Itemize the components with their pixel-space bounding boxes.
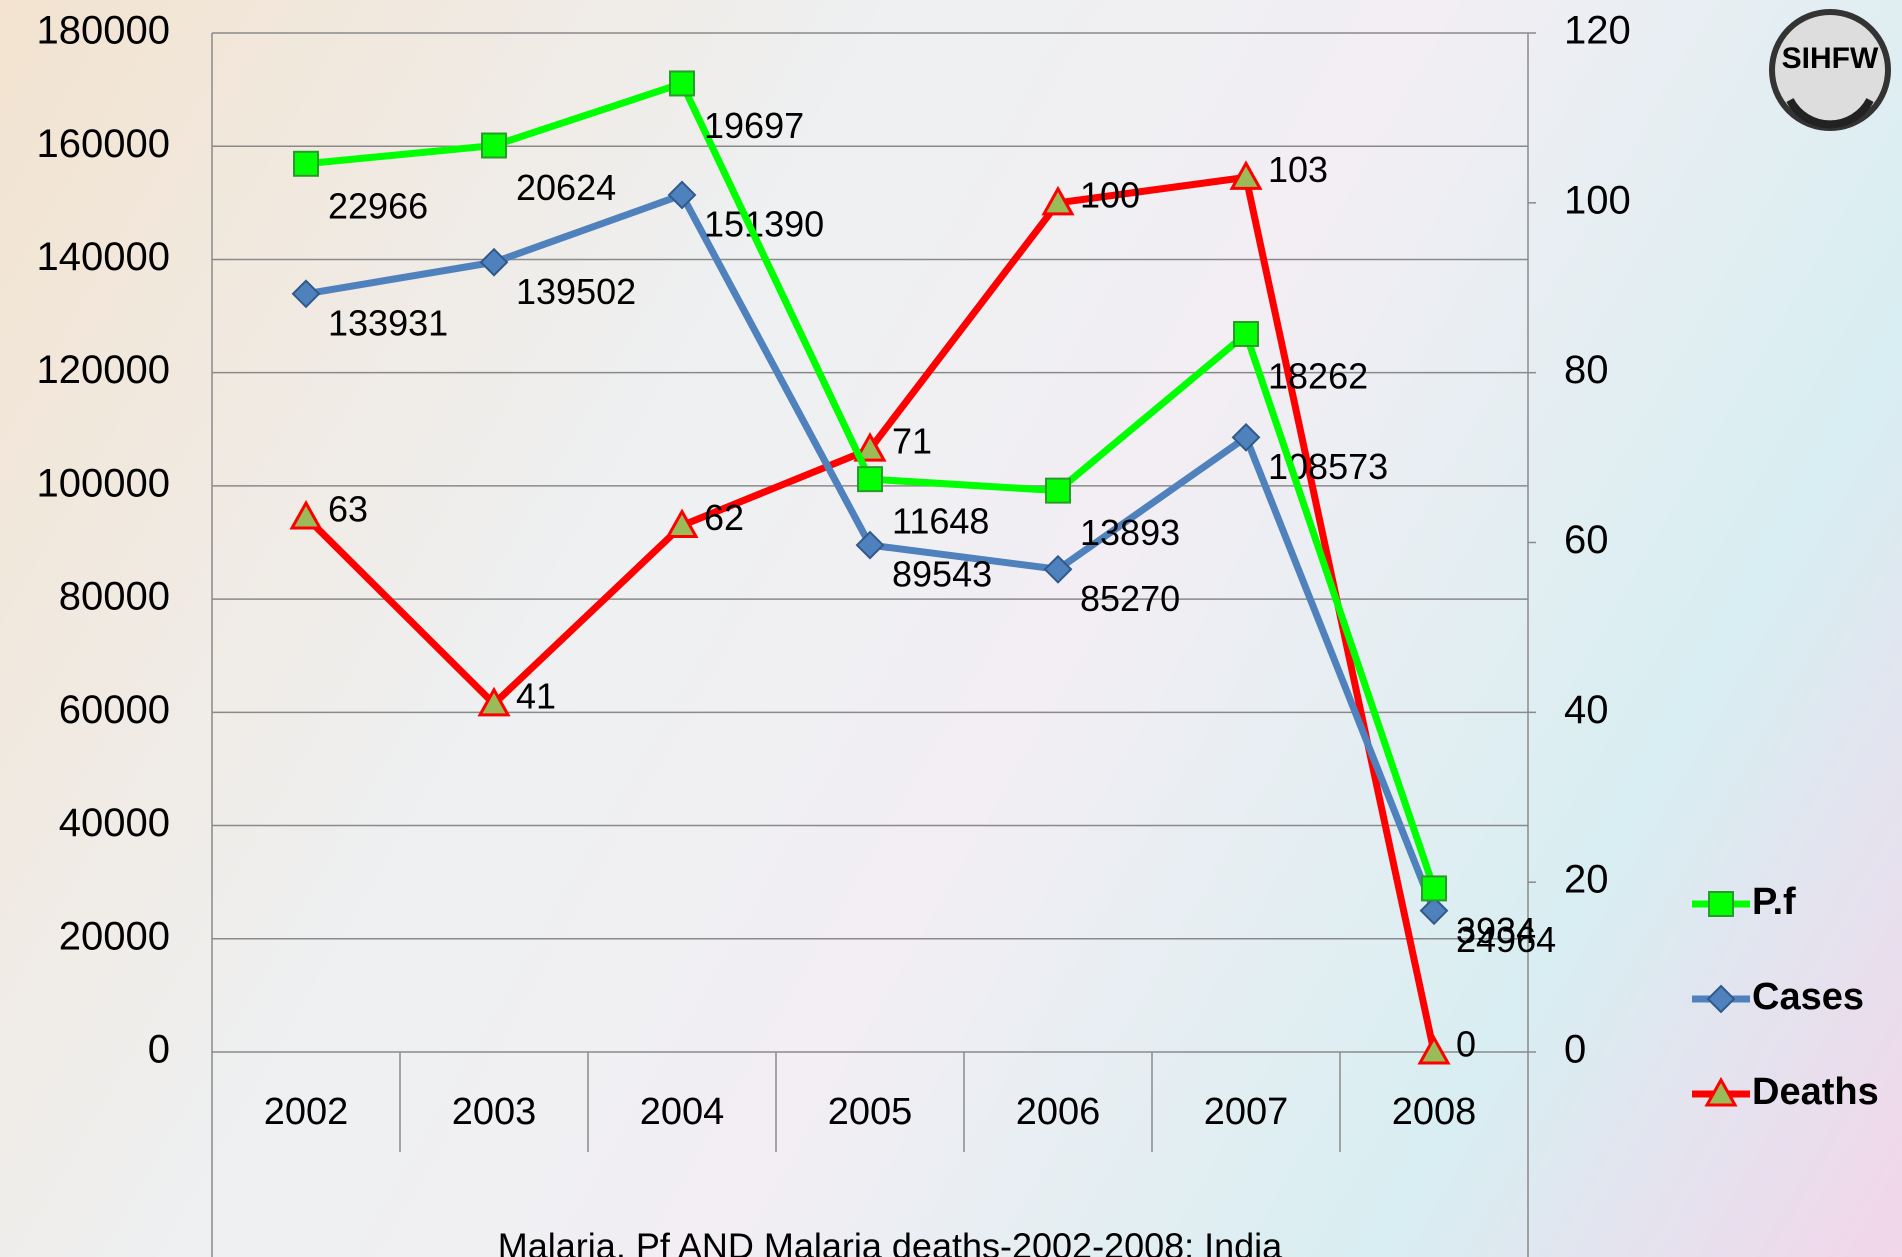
data-label: 20624 bbox=[516, 167, 616, 208]
y2-tick-label: 100 bbox=[1564, 178, 1631, 222]
marker bbox=[1231, 422, 1261, 452]
x-tick-label: 2004 bbox=[640, 1091, 725, 1133]
y2-tick-label: 120 bbox=[1564, 9, 1631, 53]
marker bbox=[1229, 160, 1263, 190]
marker bbox=[1419, 896, 1449, 926]
data-label: 24964 bbox=[1456, 919, 1556, 960]
y2-tick-label: 60 bbox=[1564, 518, 1609, 562]
data-label: 13893 bbox=[1080, 512, 1180, 553]
marker bbox=[665, 508, 699, 539]
data-label: 41 bbox=[516, 675, 556, 716]
marker bbox=[1421, 875, 1447, 902]
y-tick-label: 100000 bbox=[37, 461, 170, 505]
y-tick-label: 160000 bbox=[37, 122, 170, 166]
x-tick-label: 2007 bbox=[1204, 1091, 1289, 1133]
y-tick-label: 60000 bbox=[59, 688, 170, 732]
logo-arrow bbox=[1786, 98, 1874, 129]
data-label: 103 bbox=[1268, 149, 1328, 190]
marker bbox=[479, 247, 509, 277]
marker bbox=[1417, 1034, 1451, 1065]
x-tick-label: 2002 bbox=[264, 1091, 349, 1133]
marker bbox=[1708, 891, 1734, 917]
logo: SIHFW bbox=[1769, 9, 1891, 131]
x-tick-label: 2005 bbox=[828, 1091, 913, 1133]
data-label: 139502 bbox=[516, 271, 636, 312]
marker bbox=[1041, 185, 1075, 216]
x-tick-label: 2003 bbox=[452, 1091, 537, 1133]
x-tick-label: 2008 bbox=[1392, 1091, 1477, 1133]
logo-text: SIHFW bbox=[1782, 42, 1879, 75]
marker bbox=[289, 499, 323, 530]
marker bbox=[857, 466, 883, 493]
data-label: 63 bbox=[328, 489, 368, 530]
data-label: 85270 bbox=[1080, 578, 1180, 619]
data-label: 100 bbox=[1080, 174, 1140, 215]
x-tick-label: 2006 bbox=[1016, 1091, 1101, 1133]
y-tick-label: 120000 bbox=[37, 348, 170, 392]
series-line bbox=[303, 173, 1438, 1053]
data-label: 133931 bbox=[328, 302, 448, 343]
chart-title: Malaria, Pf AND Malaria deaths-2002-2008… bbox=[498, 1226, 1283, 1257]
legend-label: P.f bbox=[1752, 881, 1796, 923]
data-label: 71 bbox=[892, 421, 932, 462]
y2-tick-label: 40 bbox=[1564, 688, 1609, 732]
y2-tick-label: 20 bbox=[1564, 858, 1609, 902]
data-label: 151390 bbox=[704, 203, 824, 244]
marker bbox=[1043, 554, 1073, 584]
marker bbox=[1704, 1076, 1738, 1107]
y2-tick-label: 0 bbox=[1564, 1028, 1586, 1072]
y-tick-label: 20000 bbox=[59, 914, 170, 958]
data-label: 0 bbox=[1456, 1024, 1476, 1065]
data-label: 11648 bbox=[892, 501, 989, 542]
marker bbox=[667, 180, 697, 210]
y-tick-label: 0 bbox=[148, 1028, 170, 1072]
marker bbox=[855, 530, 885, 560]
legend-label: Cases bbox=[1752, 976, 1864, 1018]
data-label: 18262 bbox=[1268, 355, 1368, 396]
marker bbox=[481, 132, 507, 159]
legend-label: Deaths bbox=[1752, 1071, 1879, 1113]
marker bbox=[477, 686, 511, 717]
marker bbox=[1045, 477, 1071, 504]
marker bbox=[293, 150, 319, 177]
y2-tick-label: 80 bbox=[1564, 348, 1609, 392]
y-tick-label: 80000 bbox=[59, 575, 170, 619]
marker bbox=[669, 70, 695, 97]
data-label: 19697 bbox=[704, 105, 804, 146]
data-label: 89543 bbox=[892, 554, 992, 595]
data-label: 22966 bbox=[328, 185, 428, 226]
marker bbox=[291, 279, 321, 309]
data-label: 3934 bbox=[1456, 910, 1536, 951]
y-tick-label: 140000 bbox=[37, 235, 170, 279]
y-tick-label: 180000 bbox=[37, 9, 170, 53]
marker bbox=[1233, 320, 1259, 347]
data-label: 62 bbox=[704, 497, 744, 538]
y-tick-label: 40000 bbox=[59, 801, 170, 845]
marker bbox=[853, 432, 887, 462]
marker bbox=[1706, 984, 1736, 1014]
